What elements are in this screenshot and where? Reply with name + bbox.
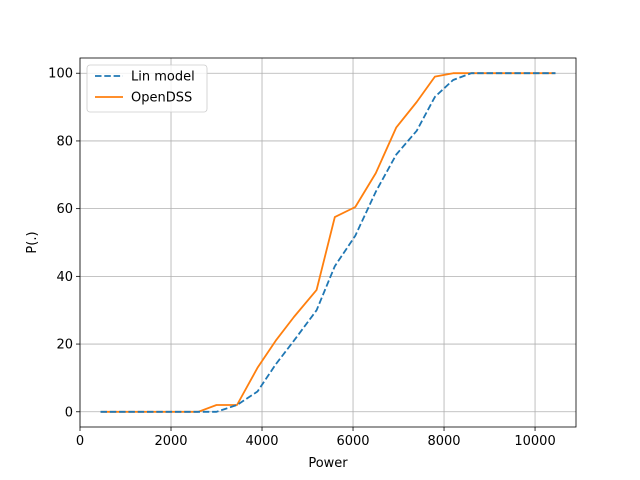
x-tick-label: 2000 [154,434,187,449]
y-tick-label: 80 [56,134,73,149]
y-tick-label: 0 [65,405,73,420]
x-tick-label: 6000 [336,434,369,449]
legend-label: Lin model [131,70,195,85]
legend: Lin model OpenDSS [86,64,208,113]
y-tick-label: 100 [48,67,73,82]
series-layer [100,72,556,413]
plot-frame [79,57,577,428]
legend-label: OpenDSS [131,91,192,106]
y-axis-label: P(.) [25,231,40,253]
series-line-lin-model [100,72,556,413]
y-tick-label: 60 [56,202,73,217]
x-tick-label: 8000 [427,434,460,449]
x-tick-label: 4000 [245,434,278,449]
ticks: 0 2000 4000 6000 8000 10000 0 20 40 60 80 100 [48,67,556,449]
grid [79,58,576,427]
y-tick-label: 40 [56,270,73,285]
x-axis-label: Power [308,456,348,471]
x-tick-label: 0 [76,434,84,449]
y-tick-label: 20 [56,338,73,353]
series-line-opendss [100,72,556,413]
x-tick-label: 10000 [514,434,555,449]
